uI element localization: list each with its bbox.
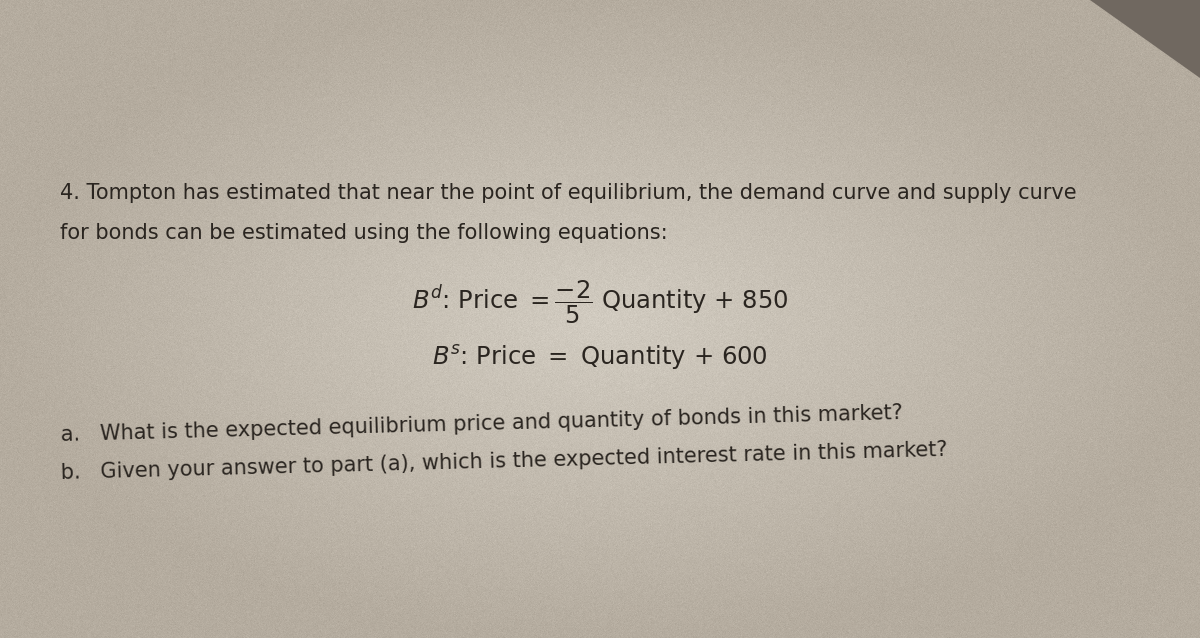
Text: a.   What is the expected equilibrium price and quantity of bonds in this market: a. What is the expected equilibrium pric… [60, 403, 902, 445]
Polygon shape [1090, 0, 1200, 78]
Text: $B^d$: Price $=\dfrac{-2}{5}$ Quantity $+$ 850: $B^d$: Price $=\dfrac{-2}{5}$ Quantity $… [412, 278, 788, 325]
Text: for bonds can be estimated using the following equations:: for bonds can be estimated using the fol… [60, 223, 667, 243]
Text: $B^s$: Price $=$ Quantity $+$ 600: $B^s$: Price $=$ Quantity $+$ 600 [432, 343, 768, 372]
Text: 4. Tompton has estimated that near the point of equilibrium, the demand curve an: 4. Tompton has estimated that near the p… [60, 183, 1076, 203]
Text: b.   Given your answer to part (a), which is the expected interest rate in this : b. Given your answer to part (a), which … [60, 440, 947, 483]
